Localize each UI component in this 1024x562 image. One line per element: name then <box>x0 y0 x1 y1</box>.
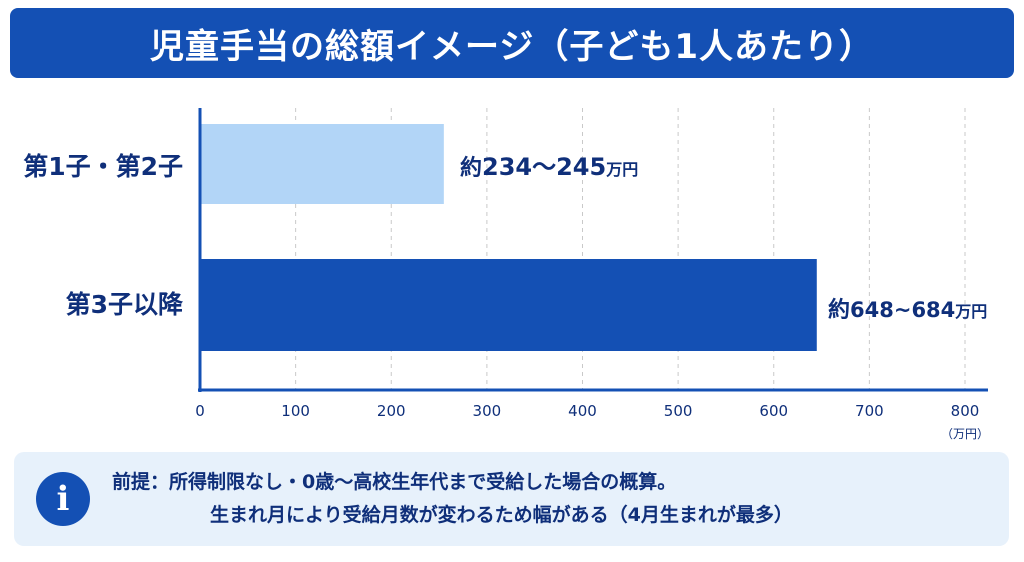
note-line1-text: 所得制限なし・0歳～高校生年代まで受給した場合の概算。 <box>169 471 677 493</box>
category-label: 第1子・第2子 <box>23 152 183 181</box>
title-banner: 児童手当の総額イメージ（子ども1人あたり） <box>10 8 1014 78</box>
note-box: i 前提：所得制限なし・0歳～高校生年代まで受給した場合の概算。 生まれ月により… <box>14 452 1009 546</box>
value-label: 約234～245万円 <box>460 153 638 181</box>
info-icon: i <box>36 472 90 526</box>
x-tick-label: 800 <box>951 402 980 420</box>
note-label: 前提： <box>112 471 170 493</box>
bar <box>200 259 817 351</box>
page-title: 児童手当の総額イメージ（子ども1人あたり） <box>150 26 874 67</box>
x-tick-label: 100 <box>281 402 310 420</box>
x-tick-label: 0 <box>195 402 205 420</box>
x-tick-label: 700 <box>855 402 884 420</box>
value-label: 約648~684万円 <box>828 297 987 323</box>
note-text: 前提：所得制限なし・0歳～高校生年代まで受給した場合の概算。 生まれ月により受給… <box>112 466 793 532</box>
x-tick-label: 500 <box>664 402 693 420</box>
category-label: 第3子以降 <box>66 290 184 319</box>
x-tick-label: 400 <box>568 402 597 420</box>
x-unit-label: （万円） <box>941 427 989 441</box>
x-tick-label: 600 <box>759 402 788 420</box>
x-tick-label: 200 <box>377 402 406 420</box>
x-tick-label: 300 <box>473 402 502 420</box>
note-line-1: 前提：所得制限なし・0歳～高校生年代まで受給した場合の概算。 <box>112 466 793 499</box>
note-line-2: 生まれ月により受給月数が変わるため幅がある（4月生まれが最多） <box>210 504 793 526</box>
bar <box>200 124 444 204</box>
